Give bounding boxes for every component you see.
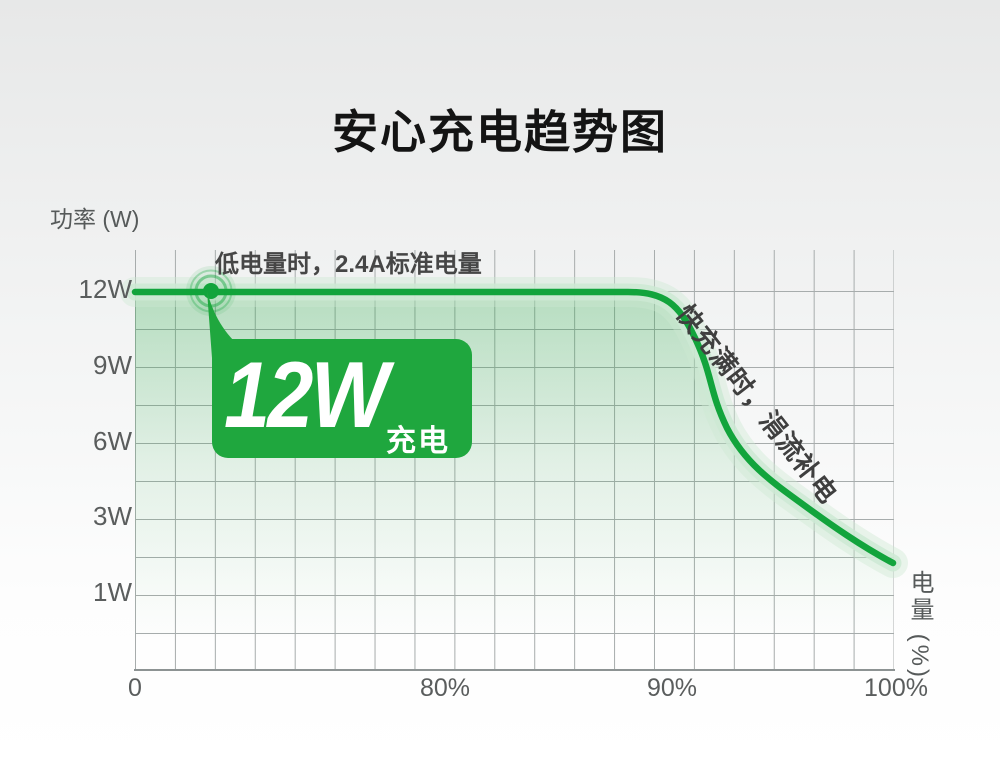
x-tick-100: 100% [864, 674, 928, 702]
callout-tail [207, 291, 244, 358]
page-title: 安心充电趋势图 [332, 106, 668, 158]
annotation-low-battery: 低电量时，2.4A标准电量 [215, 251, 482, 278]
x-tick-80: 80% [419, 674, 471, 702]
x-axis-title: 电量 (%) [906, 570, 933, 680]
callout-value: 12W [224, 342, 389, 447]
y-tick-12w: 12W [78, 274, 132, 304]
callout-suffix: 充电 [386, 425, 450, 458]
y-tick-9w: 9W [93, 350, 132, 380]
pulse-dot [203, 283, 219, 299]
callout-box [212, 339, 472, 458]
y-axis-title: 功率 (W) [50, 206, 140, 232]
x-axis-line [134, 669, 895, 671]
y-tick-1w: 1W [93, 577, 132, 607]
x-tick-0: 0 [128, 674, 142, 702]
y-tick-3w: 3W [93, 501, 132, 531]
y-tick-6w: 6W [93, 426, 132, 456]
x-tick-90: 90% [646, 674, 698, 702]
